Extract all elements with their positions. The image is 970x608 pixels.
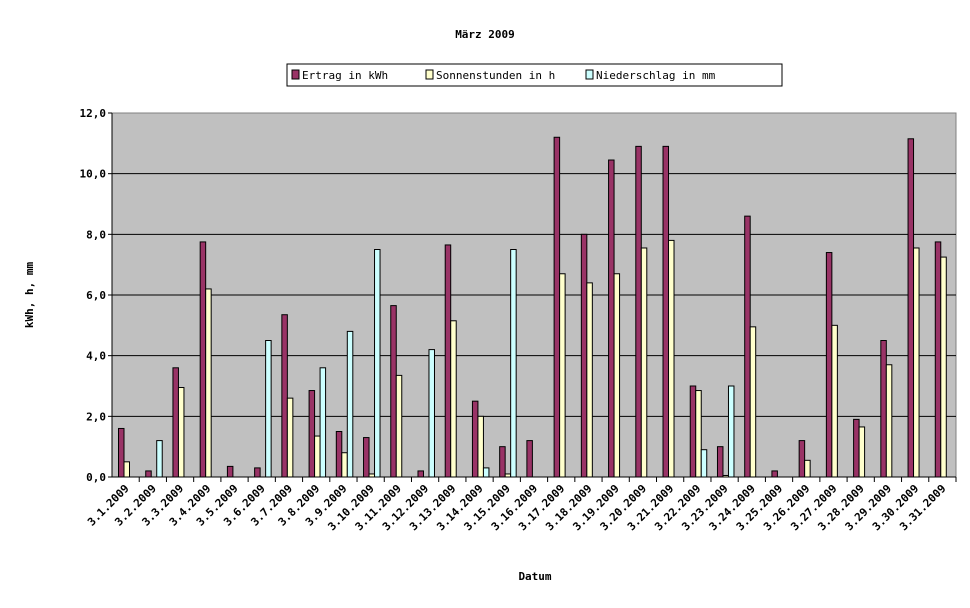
- bar-ertrag: [907, 138, 915, 478]
- y-tick-label: 0,0: [86, 471, 106, 484]
- bar-sonnenstunden: [123, 461, 130, 478]
- bar-sonnenstunden: [913, 247, 920, 478]
- bar-ertrag: [580, 233, 588, 478]
- bar-sonnenstunden: [831, 324, 838, 478]
- legend-box: [286, 63, 783, 87]
- bar-ertrag: [363, 437, 370, 478]
- legend-swatch: [585, 69, 594, 80]
- bar-ertrag: [880, 340, 887, 478]
- bar-ertrag: [444, 244, 452, 478]
- bar-niederschlag: [700, 449, 708, 478]
- bar-ertrag: [689, 385, 697, 478]
- bar-ertrag: [145, 470, 152, 478]
- bar-sonnenstunden: [341, 452, 348, 478]
- bar-ertrag: [390, 305, 397, 478]
- bar-sonnenstunden: [477, 415, 484, 478]
- bar-sonnenstunden: [613, 273, 621, 478]
- bar-sonnenstunden: [314, 435, 321, 478]
- bar-ertrag: [335, 431, 343, 478]
- bar-ertrag: [471, 400, 479, 478]
- gridlines: [112, 173, 956, 417]
- bar-ertrag: [308, 390, 316, 478]
- y-tick-label: 12,0: [80, 107, 107, 120]
- y-tick-label: 10,0: [80, 168, 107, 181]
- bar-ertrag: [934, 241, 942, 478]
- bar-sonnenstunden: [695, 390, 702, 478]
- bar-ertrag: [662, 145, 670, 478]
- bar-ertrag: [635, 145, 642, 478]
- legend-swatch: [291, 69, 300, 80]
- y-axis-label: kWh, h, mm: [23, 262, 36, 329]
- bar-ertrag: [199, 241, 207, 478]
- chart-title: März 2009: [455, 28, 515, 41]
- bar-sonnenstunden: [205, 288, 212, 478]
- bar-sonnenstunden: [940, 256, 947, 478]
- bar-ertrag: [716, 446, 724, 478]
- bar-niederschlag: [319, 367, 327, 478]
- bar-sonnenstunden: [804, 459, 811, 478]
- bar-niederschlag: [265, 340, 272, 478]
- bar-sonnenstunden: [586, 282, 593, 478]
- bar-ertrag: [417, 470, 424, 478]
- bar-niederschlag: [346, 330, 354, 478]
- bar-sonnenstunden: [640, 247, 648, 478]
- bar-niederschlag: [510, 249, 517, 478]
- y-tick-label: 6,0: [86, 289, 106, 302]
- legend-label: Sonnenstunden in h: [436, 69, 555, 82]
- bar-ertrag: [553, 136, 561, 478]
- legend-label: Ertrag in kWh: [302, 69, 388, 82]
- bar-sonnenstunden: [668, 239, 675, 478]
- bar-niederschlag: [428, 349, 435, 478]
- bar-sonnenstunden: [177, 387, 185, 478]
- bar-ertrag: [608, 159, 615, 478]
- y-tick-label: 4,0: [86, 350, 106, 363]
- bar-sonnenstunden: [749, 326, 757, 478]
- bar-ertrag: [526, 440, 533, 478]
- bar-ertrag: [499, 446, 506, 478]
- bar-ertrag: [226, 465, 234, 478]
- bar-sonnenstunden: [395, 374, 403, 478]
- bar-sonnenstunden: [450, 320, 457, 478]
- bar-ertrag: [744, 215, 751, 478]
- bar-ertrag: [118, 427, 125, 478]
- bar-niederschlag: [727, 385, 735, 478]
- x-axis-label: Datum: [518, 570, 551, 583]
- y-tick-label: 8,0: [86, 228, 106, 241]
- bar-niederschlag: [156, 440, 163, 478]
- bar-sonnenstunden: [286, 397, 294, 478]
- bar-niederschlag: [482, 467, 490, 478]
- bar-sonnenstunden: [858, 426, 866, 478]
- bar-ertrag: [798, 440, 806, 478]
- bar-ertrag: [825, 252, 833, 478]
- bar-niederschlag: [374, 249, 381, 478]
- bar-ertrag: [254, 467, 261, 478]
- y-tick-label: 2,0: [86, 410, 106, 423]
- bar-ertrag: [771, 470, 778, 478]
- bar-ertrag: [853, 418, 860, 478]
- bar-sonnenstunden: [559, 273, 566, 478]
- legend-swatch: [425, 69, 434, 80]
- legend: Ertrag in kWh Sonnenstunden in h Niedersch…: [286, 63, 783, 87]
- bar-ertrag: [281, 314, 288, 478]
- bar-ertrag: [172, 367, 179, 478]
- legend-label: Niederschlag in mm: [596, 69, 716, 82]
- bar-sonnenstunden: [885, 364, 893, 478]
- bars: [118, 136, 947, 478]
